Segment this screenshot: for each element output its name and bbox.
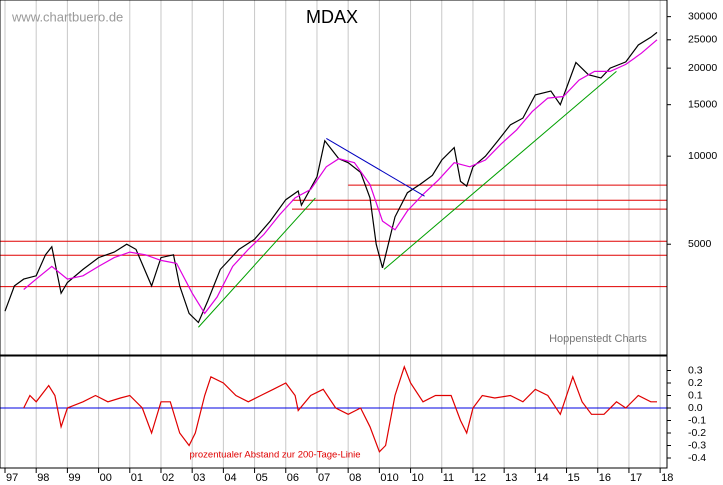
x-tick-label: 10 [412,472,424,484]
x-tick-label: 12 [474,472,486,484]
panel-frame [0,355,668,469]
source: www.chartbuero.de [11,9,123,24]
y-tick-label: 25000 [688,34,717,46]
y-tick-label: -0.4 [688,452,706,464]
x-tick-label: 17 [630,472,642,484]
price-line [23,39,658,315]
x-tick-label: 08 [349,472,361,484]
y-tick-label: 10000 [688,150,717,162]
x-tick-label: 01 [131,472,143,484]
y-tick-label: -0.1 [688,414,706,426]
x-tick-label: 13 [505,472,517,484]
trend-line [326,137,425,197]
x-tick-label: 14 [536,472,548,484]
x-tick-label: 010 [380,472,398,484]
y-tick-label: -0.3 [688,439,706,451]
x-tick-label: 02 [162,472,174,484]
trend-line [198,197,316,328]
x-tick-label: 99 [68,472,80,484]
x-tick-label: 05 [256,472,268,484]
y-tick-label: 30000 [688,10,717,22]
y-tick-label: 0.1 [688,389,703,401]
x-tick-label: 97 [6,472,18,484]
y-tick-label: 0.2 [688,377,703,389]
annotation: prozentualer Abstand zur 200-Tage-Linie [189,450,360,461]
x-tick-label: 98 [37,472,49,484]
panel-frame [0,0,668,356]
y-tick-label: 0.3 [688,364,703,376]
x-tick-label: 15 [568,472,580,484]
chart-title: MDAX [306,7,358,27]
x-tick-label: 04 [224,472,236,484]
x-tick-label: 03 [193,472,205,484]
x-tick-label: 16 [599,472,611,484]
price-line [23,365,657,453]
trend-line [383,70,617,270]
x-tick-label: 07 [318,472,330,484]
x-tick-label: 18 [661,472,673,484]
y-tick-label: 0.0 [688,402,703,414]
y-tick-label: 15000 [688,98,717,110]
x-tick-label: 11 [443,472,454,484]
y-tick-label: 20000 [688,62,717,74]
x-tick-label: 06 [287,472,299,484]
credit: Hoppenstedt Charts [549,333,647,345]
y-tick-label: -0.2 [688,427,706,439]
y-tick-label: 5000 [688,238,712,250]
x-tick-label: 00 [100,472,112,484]
